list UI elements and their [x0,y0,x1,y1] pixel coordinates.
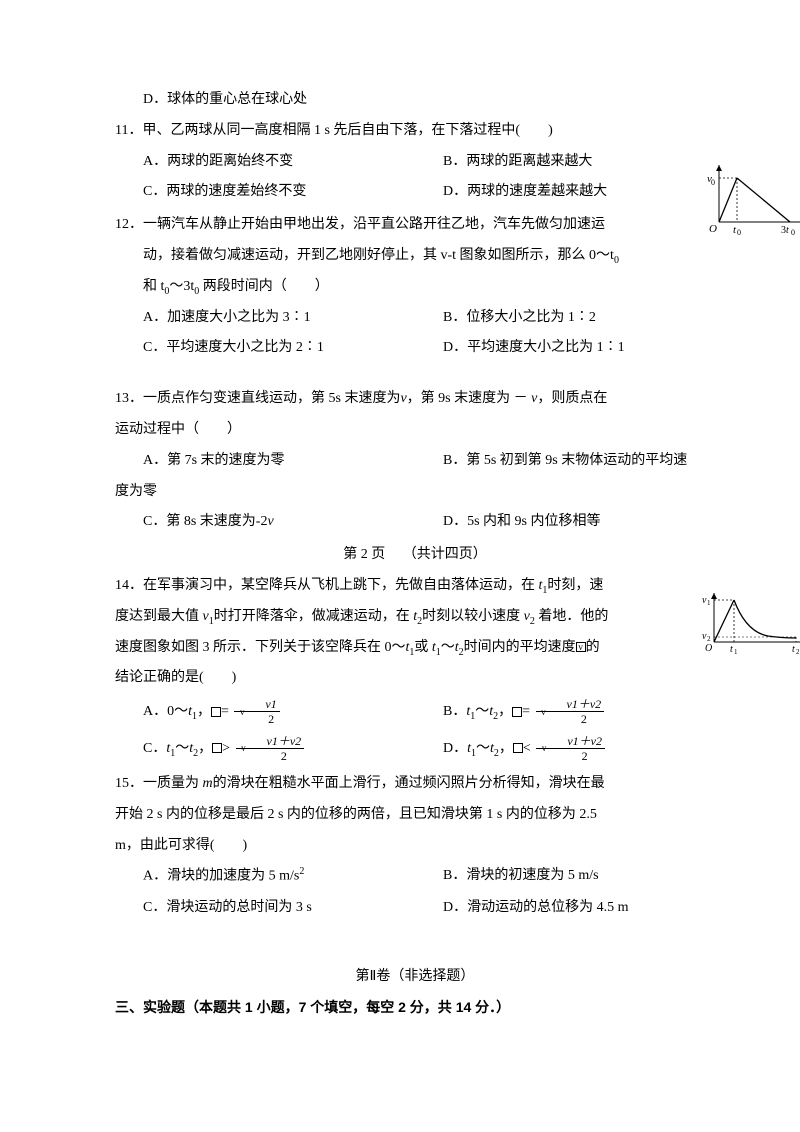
svg-text:1: 1 [734,648,738,655]
q11-b: B．两球的距离越来越大 [415,147,715,178]
section2-title: 第Ⅱ卷（非选择题） [115,962,715,993]
svg-text:O: O [705,643,712,654]
q12-c: C．平均速度大小之比为 2∶1 [115,333,415,364]
q12-d: D．平均速度大小之比为 1∶1 [415,333,715,364]
q13-stem-l2: 运动过程中（ ） [115,415,715,446]
q14-a: A．0～t1，v= v12 [115,694,415,730]
q12-stem-l2: 动，接着做匀减速运动，开到乙地刚好停止，其 v-t 图象如图所示，那么 0～t0 [115,241,715,272]
q13-b-cont: 度为零 [115,477,715,508]
q14-b: B．t1～t2，v= v1＋v22 [415,694,715,730]
q14-stem-l2: 度达到最大值 v1时打开降落伞，做减速运动，在 t2时刻以较小速度 v2 着地．… [115,602,715,633]
q11-stem: 11．甲、乙两球从同一高度相隔 1 s 先后自由下落，在下落过程中( ) [115,116,715,147]
q14-d: D．t1～t2，v< v1＋v22 [415,731,715,767]
q14-c: C．t1～t2，v> v1＋v22 [115,731,415,767]
q14-stem-l1: 14．在军事演习中，某空降兵从飞机上跳下，先做自由落体运动，在 t1时刻，速 [115,571,715,602]
q11-c: C．两球的速度差始终不变 [115,177,415,208]
q12-a: A．加速度大小之比为 3∶1 [115,303,415,334]
q13-b: B．第 5s 初到第 9s 末物体运动的平均速 [415,446,715,477]
svg-text:2: 2 [707,635,711,643]
q14-figure: v1 v2 v O t1 t2 t [700,590,800,655]
q12-figure: v 0 v O t 0 3t 0 t [705,160,800,235]
q12-stem-l1: 12．一辆汽车从静止开始由甲地出发，沿平直公路开往乙地，汽车先做匀加速运 [115,210,715,241]
svg-text:1: 1 [707,599,711,607]
q11-d: D．两球的速度差越来越大 [415,177,715,208]
page-number: 第 2 页 （共计四页） [115,540,715,571]
svg-text:0: 0 [791,228,795,235]
q15-stem-l2: 开始 2 s 内的位移是最后 2 s 内的位移的两倍，且已知滑块第 1 s 内的… [115,800,715,831]
q13-stem-l1: 13．一质点作匀变速直线运动，第 5s 末速度为v，第 9s 末速度为 － v，… [115,384,715,415]
q15-stem-l1: 15．一质量为 m的滑块在粗糙水平面上滑行，通过频闪照片分析得知，滑块在最 [115,769,715,800]
q15-c: C．滑块运动的总时间为 3 s [115,893,415,924]
q15-b: B．滑块的初速度为 5 m/s [415,861,715,892]
q15-d: D．滑动运动的总位移为 4.5 m [415,893,715,924]
q15-a: A．滑块的加速度为 5 m/s2 [115,861,415,892]
q14-stem-l4: 结论正确的是( ) [115,663,715,694]
q12-stem-l3: 和 t0～3t0 两段时间内（ ） [115,272,715,303]
svg-text:0: 0 [711,178,715,187]
svg-text:3t: 3t [781,225,789,235]
section3-title: 三、实验题（本题共 1 小题，7 个填空，每空 2 分，共 14 分．） [115,992,715,1023]
svg-text:0: 0 [737,228,741,235]
svg-text:t: t [792,644,795,655]
q12-b: B．位移大小之比为 1∶2 [415,303,715,334]
q10-opt-d: D．球体的重心总在球心处 [115,85,715,116]
q13-a: A．第 7s 末的速度为零 [115,446,415,477]
q13-d: D．5s 内和 9s 内位移相等 [415,507,715,538]
q11-a: A．两球的距离始终不变 [115,147,415,178]
q15-stem-l3: m，由此可求得( ) [115,831,715,862]
vbar-icon: v [576,642,586,652]
svg-text:2: 2 [796,648,800,655]
q13-c: C．第 8s 末速度为-2v [115,507,415,538]
svg-text:t: t [730,644,733,655]
q14-stem-l3: 速度图象如图 3 所示．下列关于该空降兵在 0～t1或 t1～t2时间内的平均速… [115,633,715,664]
svg-text:O: O [709,223,717,235]
